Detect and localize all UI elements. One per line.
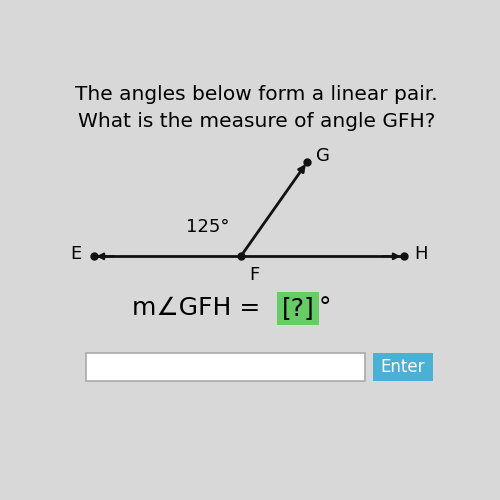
Text: G: G [316,147,330,165]
FancyBboxPatch shape [372,352,432,382]
Text: [?]: [?] [282,296,314,320]
FancyBboxPatch shape [86,352,365,382]
Text: 125°: 125° [186,218,230,236]
Text: The angles below form a linear pair.: The angles below form a linear pair. [75,85,438,104]
Text: °: ° [318,296,331,320]
Text: E: E [70,246,82,264]
Text: What is the measure of angle GFH?: What is the measure of angle GFH? [78,112,435,131]
Text: Enter: Enter [380,358,425,376]
Text: H: H [414,246,428,264]
Text: m∠GFH =: m∠GFH = [132,296,268,320]
Text: F: F [249,266,260,284]
